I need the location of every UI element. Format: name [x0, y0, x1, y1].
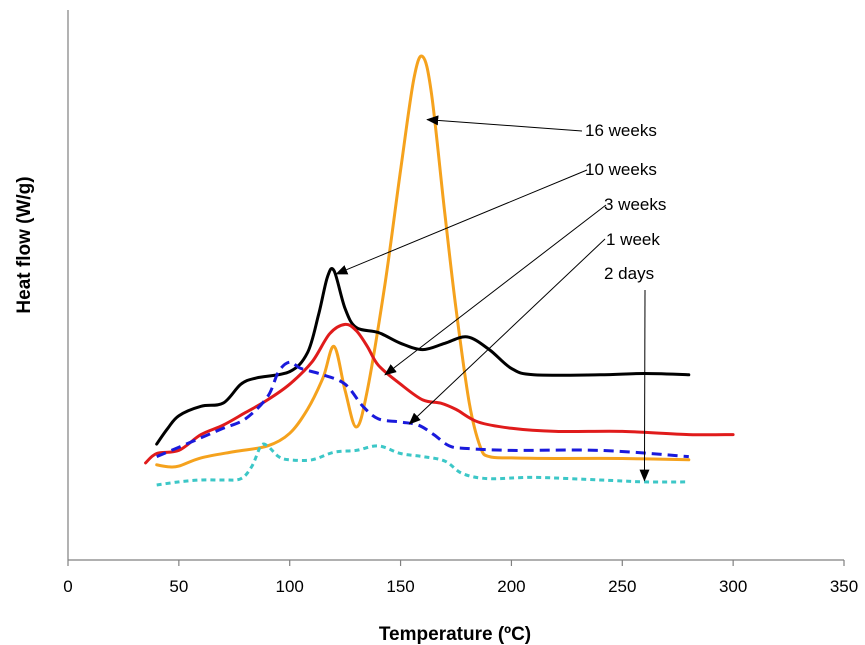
- annotation-arrow: [426, 115, 583, 132]
- x-axis-title: Temperature (ºC): [379, 624, 531, 645]
- annotation-label: 16 weeks: [585, 121, 657, 140]
- x-tick-label: 100: [276, 577, 304, 596]
- x-tick-label: 300: [719, 577, 747, 596]
- annotation-arrow: [384, 204, 607, 376]
- annotation-label: 10 weeks: [585, 160, 657, 179]
- series-line-16-weeks: [155, 54, 691, 469]
- annotation-arrow: [408, 238, 606, 425]
- x-tick-label: 200: [497, 577, 525, 596]
- annotation-label: 1 week: [606, 230, 660, 249]
- x-tick-label: 50: [169, 577, 188, 596]
- annotation-label: 3 weeks: [604, 195, 666, 214]
- x-tick-label: 0: [63, 577, 72, 596]
- series-line-2-days: [156, 442, 689, 487]
- x-tick-label: 250: [608, 577, 636, 596]
- series-line-1-week: [156, 360, 689, 459]
- annotation-label: 2 days: [604, 264, 654, 283]
- annotation-arrow: [335, 169, 588, 275]
- y-axis-title: Heat flow (W/g): [14, 176, 35, 313]
- axes: 0 50 100 150 200 250 300 350: [63, 10, 858, 596]
- series-layer: [144, 54, 735, 487]
- x-ticks: 0 50 100 150 200 250 300 350: [63, 560, 858, 596]
- series-line-3-weeks: [144, 322, 735, 465]
- annotation-arrow: [639, 289, 650, 482]
- series-line-10-weeks: [155, 267, 691, 446]
- x-tick-label: 350: [830, 577, 858, 596]
- annotation-layer: 16 weeks 10 weeks 3 weeks 1 week 2 days: [335, 115, 666, 482]
- x-tick-label: 150: [386, 577, 414, 596]
